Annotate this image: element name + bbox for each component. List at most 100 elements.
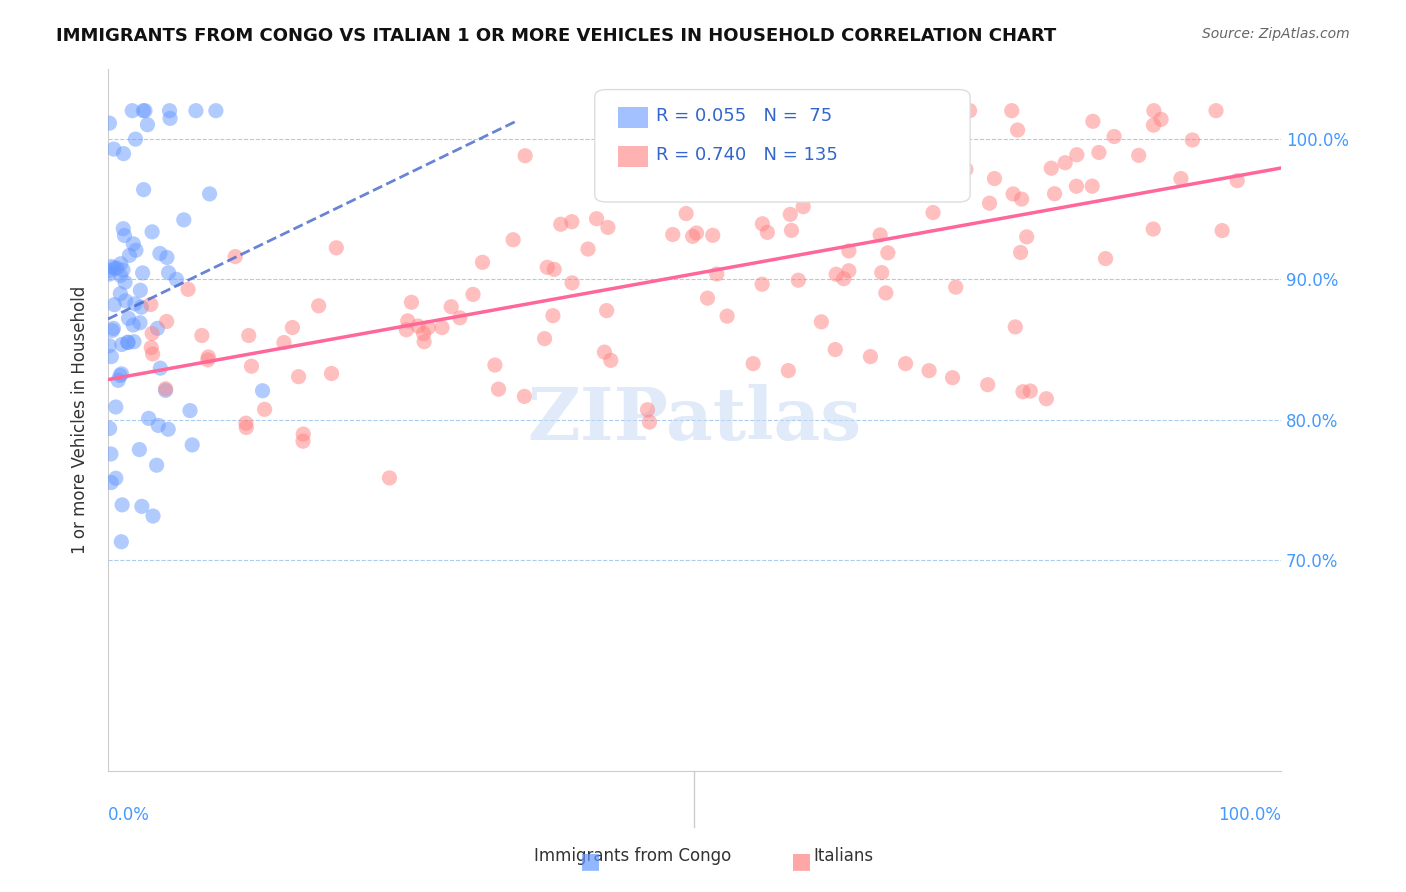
Immigrants from Congo	[104, 400, 127, 414]
Immigrants from Congo	[111, 263, 134, 277]
Italians	[876, 245, 898, 260]
Immigrants from Congo	[252, 384, 274, 398]
FancyBboxPatch shape	[595, 89, 970, 202]
Italians	[561, 215, 583, 229]
Immigrants from Congo	[117, 335, 139, 350]
Immigrants from Congo	[179, 403, 201, 417]
Italians	[1066, 179, 1088, 194]
Italians	[756, 226, 779, 240]
Italians	[1043, 186, 1066, 201]
Immigrants from Congo	[111, 498, 134, 512]
Italians	[742, 357, 765, 371]
Italians	[1054, 155, 1077, 169]
Italians	[406, 319, 429, 334]
Immigrants from Congo	[131, 300, 153, 314]
Italians	[1211, 224, 1233, 238]
Immigrants from Congo	[184, 103, 207, 118]
Italians	[281, 320, 304, 334]
Italians	[156, 314, 179, 328]
Text: 100.0%: 100.0%	[1218, 806, 1281, 824]
Immigrants from Congo	[132, 103, 155, 118]
Immigrants from Congo	[128, 442, 150, 457]
Italians	[716, 309, 738, 323]
Italians	[792, 200, 814, 214]
Italians	[637, 402, 659, 417]
Text: Source: ZipAtlas.com: Source: ZipAtlas.com	[1202, 27, 1350, 41]
Italians	[235, 416, 257, 430]
Immigrants from Congo	[98, 267, 121, 281]
Y-axis label: 1 or more Vehicles in Household: 1 or more Vehicles in Household	[72, 285, 89, 554]
Italians	[292, 427, 315, 442]
Italians	[838, 264, 860, 278]
Italians	[894, 357, 917, 371]
Italians	[536, 260, 558, 275]
Italians	[287, 369, 309, 384]
Italians	[1002, 186, 1025, 201]
Immigrants from Congo	[100, 475, 122, 490]
Italians	[810, 315, 832, 329]
Italians	[585, 211, 607, 226]
Immigrants from Congo	[111, 337, 134, 351]
Immigrants from Congo	[110, 286, 132, 301]
Italians	[662, 227, 685, 242]
Immigrants from Congo	[159, 103, 181, 118]
Italians	[1066, 147, 1088, 161]
Italians	[515, 149, 537, 163]
Italians	[1081, 114, 1104, 128]
Italians	[449, 310, 471, 325]
Italians	[778, 364, 800, 378]
Immigrants from Congo	[100, 260, 122, 274]
Italians	[1226, 174, 1249, 188]
Immigrants from Congo	[114, 228, 136, 243]
Italians	[1035, 392, 1057, 406]
Text: R = 0.740   N = 135: R = 0.740 N = 135	[655, 146, 838, 164]
Immigrants from Congo	[134, 103, 156, 118]
Italians	[979, 196, 1001, 211]
Italians	[1142, 222, 1164, 236]
Italians	[941, 112, 963, 127]
Immigrants from Congo	[110, 367, 132, 381]
Italians	[325, 241, 347, 255]
Italians	[799, 161, 821, 175]
Immigrants from Congo	[129, 316, 152, 330]
Italians	[238, 328, 260, 343]
Italians	[779, 207, 801, 221]
Italians	[941, 370, 963, 384]
Italians	[1019, 384, 1042, 398]
Italians	[825, 267, 848, 281]
Italians	[395, 323, 418, 337]
Bar	[619, 145, 648, 167]
Immigrants from Congo	[149, 361, 172, 376]
Immigrants from Congo	[103, 142, 125, 156]
Immigrants from Congo	[157, 422, 180, 436]
Italians	[561, 276, 583, 290]
Immigrants from Congo	[138, 411, 160, 425]
Immigrants from Congo	[125, 244, 148, 258]
Italians	[273, 335, 295, 350]
Italians	[928, 167, 950, 181]
Italians	[856, 171, 879, 186]
Italians	[800, 188, 823, 202]
Italians	[1012, 384, 1035, 399]
Italians	[859, 350, 882, 364]
Italians	[1128, 148, 1150, 162]
Italians	[870, 266, 893, 280]
Italians	[471, 255, 494, 269]
Italians	[1081, 179, 1104, 194]
Immigrants from Congo	[117, 311, 139, 326]
Italians	[413, 334, 436, 349]
Text: 0.0%: 0.0%	[108, 806, 150, 824]
Immigrants from Congo	[124, 297, 146, 311]
Italians	[596, 220, 619, 235]
Italians	[696, 291, 718, 305]
Immigrants from Congo	[112, 221, 135, 235]
Italians	[1007, 123, 1029, 137]
Immigrants from Congo	[103, 321, 125, 335]
Immigrants from Congo	[205, 103, 228, 118]
Text: ZIPatlas: ZIPatlas	[527, 384, 862, 455]
Italians	[440, 300, 463, 314]
Italians	[412, 326, 434, 341]
Italians	[308, 299, 330, 313]
Italians	[502, 233, 524, 247]
Italians	[155, 382, 177, 396]
